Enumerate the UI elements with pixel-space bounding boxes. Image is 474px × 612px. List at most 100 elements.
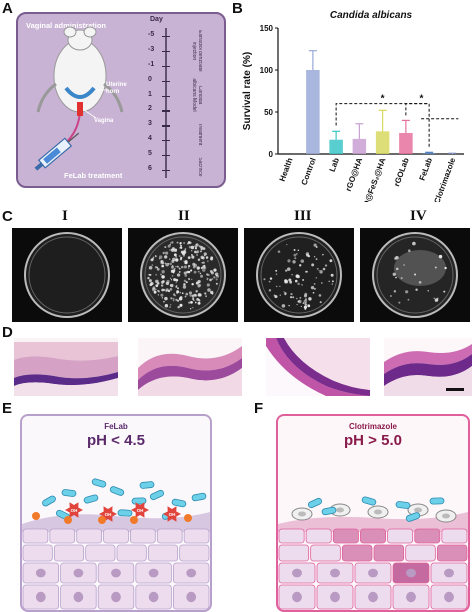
- epithelial-cell: [116, 544, 147, 562]
- cell-nucleus: [444, 568, 454, 578]
- cell-nucleus: [444, 591, 454, 603]
- petri-dish-photo: [12, 228, 122, 322]
- petri-dish-photo: [360, 228, 470, 322]
- timeline-tick-mark: [162, 170, 170, 172]
- felab-capsule: [61, 489, 77, 497]
- fungal-nucleus: [336, 507, 344, 513]
- felab-title: FeLab: [104, 422, 128, 431]
- timeline-tick-mark: [162, 125, 170, 127]
- histology-row: [14, 338, 472, 396]
- bar: [352, 138, 367, 154]
- ros-burst-icon: [99, 506, 117, 522]
- y-tick-label: 100: [260, 66, 274, 75]
- fungal-cell: [184, 514, 192, 522]
- cell-nucleus: [148, 591, 159, 603]
- epithelial-cell: [310, 544, 341, 562]
- fungal-nucleus: [374, 509, 382, 515]
- timeline-tick-label: -3: [148, 45, 155, 53]
- epithelial-cell: [103, 528, 129, 544]
- x-tick-label: rGO@HA: [344, 156, 364, 192]
- cell-nucleus: [111, 568, 121, 578]
- fungal-cell: [32, 512, 40, 520]
- epithelial-cell: [360, 528, 386, 544]
- ros-label: OH: [105, 512, 112, 517]
- fungal-cell: [130, 516, 138, 524]
- petri-dish-photo: [128, 228, 238, 322]
- mouse-timeline-drawing: [34, 26, 167, 178]
- significance-star: *: [420, 94, 424, 105]
- timeline-phase-label: Candida albicans Model: [191, 78, 203, 112]
- timeline-tick-label: 2: [148, 105, 152, 113]
- timeline-phase-label: Estradiol benzoate injection: [191, 30, 203, 72]
- vagina-label: Vagina: [94, 118, 114, 124]
- clotrimazole-ph: pH > 5.0: [344, 432, 402, 449]
- x-tick-label: rGOLab: [392, 156, 411, 187]
- clotrimazole-capsule: [307, 497, 323, 509]
- x-tick-label: Clotrimazole: [432, 156, 457, 202]
- clotrimazole-capsule: [405, 512, 421, 522]
- fungal-nucleus: [298, 511, 306, 517]
- histology-image-3: [266, 338, 370, 396]
- timeline-tick-mark: [162, 36, 170, 38]
- felab-scheme: FeLab pH < 4.5 OH OH OH OH: [20, 414, 212, 612]
- x-tick-label: FeLab: [417, 157, 434, 182]
- timeline-tick-label: 3: [148, 120, 152, 128]
- fungal-cell: [98, 516, 106, 524]
- scale-bar: [446, 388, 464, 391]
- cell-nucleus: [368, 568, 378, 578]
- cell-nucleus: [148, 568, 159, 578]
- cell-nucleus: [292, 568, 302, 578]
- timeline-tick-label: -5: [148, 31, 155, 38]
- histology-image-1: [14, 338, 118, 396]
- panel-label-e: E: [2, 400, 13, 417]
- y-tick-label: 50: [264, 108, 273, 117]
- histology-image-4: [384, 338, 472, 396]
- cell-nucleus: [330, 568, 340, 578]
- ros-label: OH: [71, 508, 78, 513]
- epithelial-cell: [373, 544, 405, 562]
- clotrimazole-title: Clotrimazole: [348, 422, 397, 431]
- felab-capsule: [191, 492, 207, 502]
- y-axis-label: Survival rate (%): [242, 52, 253, 130]
- timeline-tick-label: 5: [148, 150, 152, 158]
- clotrimazole-epithelium: [278, 496, 468, 610]
- clotrimazole-capsule: [361, 496, 377, 506]
- x-tick-label: Control: [300, 157, 318, 187]
- epithelial-cell: [278, 528, 305, 544]
- bar: [399, 133, 413, 154]
- petri-dish-photo: [244, 228, 354, 322]
- x-tick-label: Health: [278, 157, 295, 183]
- epithelial-cell: [147, 544, 179, 562]
- panel-label-c: C: [2, 208, 13, 225]
- cell-nucleus: [35, 591, 46, 603]
- bar: [375, 131, 390, 154]
- epithelial-cell: [183, 528, 210, 544]
- epithelial-cell: [49, 528, 76, 544]
- chart-title: Candida albicans: [330, 10, 413, 21]
- felab-capsule: [117, 509, 133, 517]
- fungal-cell: [64, 516, 72, 524]
- felab-capsule: [171, 498, 187, 508]
- cell-nucleus: [73, 591, 84, 603]
- survival-rate-chart: Candida albicans 0 50 100 150 Survival rate (…: [242, 10, 464, 202]
- panel-label-f: F: [254, 400, 264, 417]
- mouse-ear-left: [63, 26, 77, 38]
- clotrimazole-capsule: [429, 497, 445, 505]
- syringe-icon: [34, 132, 80, 171]
- timeline-phases: Estradiol benzoate injection Candida albi…: [18, 14, 224, 186]
- ros-label: OH: [137, 508, 144, 513]
- timeline-tick-mark: [162, 50, 170, 53]
- timeline-tick-label: 4: [148, 135, 152, 143]
- day-label: Day: [150, 16, 163, 23]
- cell-nucleus: [111, 591, 121, 603]
- mouse-ear-right: [83, 26, 97, 38]
- clotrimazole-scheme: Clotrimazole pH > 5.0: [276, 414, 470, 612]
- felab-capsule: [109, 486, 125, 496]
- timeline-tick-mark: [162, 65, 170, 67]
- timeline-phase-label: Sacrifice: [197, 157, 202, 177]
- significance-star: *: [381, 94, 385, 105]
- cell-nucleus: [406, 591, 416, 603]
- felab-capsule: [131, 497, 147, 505]
- epithelial-cell: [179, 544, 210, 562]
- vagina-mark: [77, 102, 83, 116]
